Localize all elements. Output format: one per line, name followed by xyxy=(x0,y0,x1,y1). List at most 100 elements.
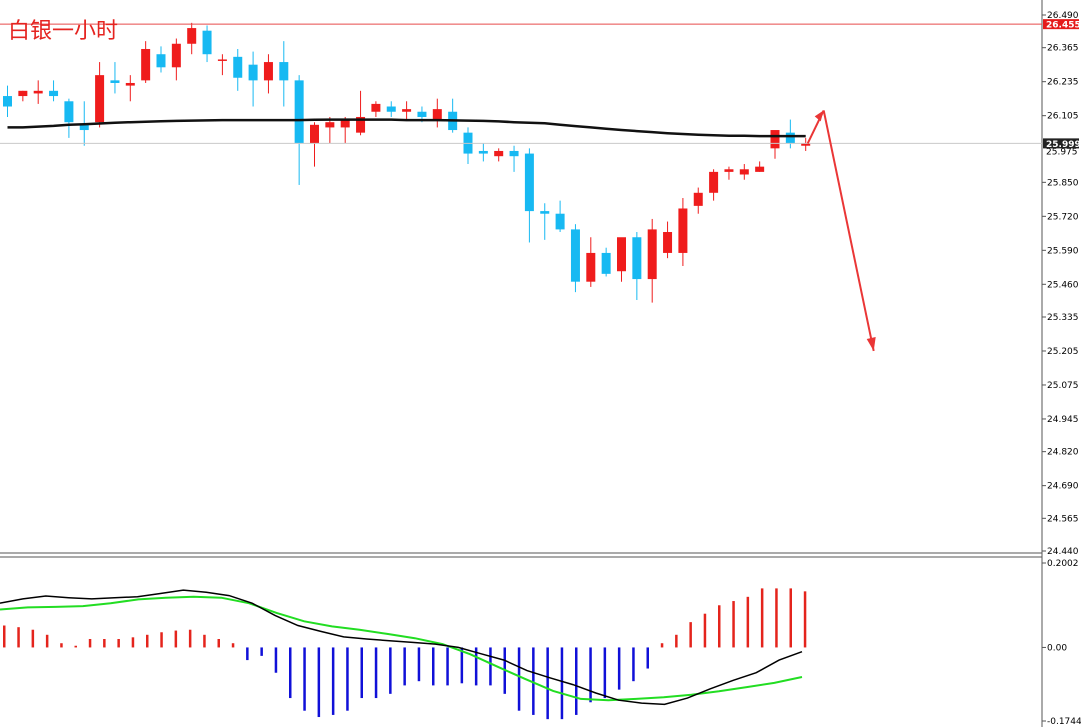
macd-histogram-bar xyxy=(60,643,63,648)
macd-histogram-bar xyxy=(718,605,721,648)
candle-body xyxy=(156,54,166,68)
candle-body xyxy=(125,82,135,86)
arrow-down-head xyxy=(866,336,876,351)
candle-body xyxy=(187,28,197,44)
macd-histogram-bar xyxy=(103,639,106,648)
macd-histogram-bar xyxy=(603,647,607,699)
moving-average-line xyxy=(7,118,806,138)
price-tick-label: 25.205 xyxy=(1047,347,1079,357)
macd-histogram-bar xyxy=(246,647,249,661)
candle-body xyxy=(785,132,795,144)
macd-histogram-bar xyxy=(360,647,363,699)
macd-histogram-bar xyxy=(546,647,549,720)
price-badges: 26.455 25.975 25.999 xyxy=(1043,19,1081,157)
macd-histogram-bar xyxy=(789,588,792,648)
macd-histogram-bar xyxy=(389,647,392,694)
moving-average-layer xyxy=(7,118,806,138)
resistance-price-label: 26.455 xyxy=(1046,21,1081,31)
macd-histogram-bar xyxy=(260,647,263,656)
candle-body xyxy=(693,192,703,206)
candle-body xyxy=(770,130,780,149)
macd-histogram xyxy=(3,588,807,720)
macd-tick-label: 0.2002 xyxy=(1047,559,1079,569)
candle-body xyxy=(95,75,105,123)
macd-signal-line xyxy=(0,595,803,702)
candlestick-series xyxy=(3,22,811,303)
price-tick-label: 25.590 xyxy=(1047,246,1079,256)
arrow-down-segment xyxy=(822,110,875,352)
macd-histogram-bar xyxy=(45,634,49,648)
macd-histogram-bar xyxy=(174,630,178,648)
candle-body xyxy=(371,103,381,112)
macd-histogram-bar xyxy=(17,627,20,648)
candle-body xyxy=(601,252,611,274)
macd-histogram-bar xyxy=(231,643,235,648)
partial-price-label: 25.975 xyxy=(1046,147,1078,157)
macd-histogram-bar xyxy=(617,647,621,690)
macd-histogram-bar xyxy=(131,637,135,648)
candle-body xyxy=(386,106,396,112)
macd-histogram-bar xyxy=(732,601,735,648)
candle-body xyxy=(617,237,626,272)
candle-body xyxy=(18,90,28,97)
candle-body xyxy=(49,90,59,97)
candle-body xyxy=(663,232,673,253)
price-tick-label: 24.440 xyxy=(1047,547,1079,557)
macd-histogram-bar xyxy=(146,634,149,648)
arrow-up-head xyxy=(814,110,824,122)
macd-histogram-bar xyxy=(532,647,535,715)
macd-main-line xyxy=(0,589,803,706)
macd-histogram-bar xyxy=(374,647,378,699)
candle-body xyxy=(801,143,811,146)
macd-histogram-bar xyxy=(432,647,435,686)
candle-body xyxy=(417,111,427,117)
candle-body xyxy=(310,124,319,144)
macd-histogram-bar xyxy=(589,647,592,703)
macd-histogram-bar xyxy=(560,647,564,720)
price-tick-label: 25.850 xyxy=(1047,178,1079,188)
candle-body xyxy=(709,171,719,193)
candle-body xyxy=(524,153,534,212)
macd-histogram-bar xyxy=(331,647,335,715)
price-tick-label: 24.945 xyxy=(1047,415,1079,425)
macd-histogram-bar xyxy=(217,639,220,648)
macd-histogram-bar xyxy=(460,647,464,684)
macd-histogram-bar xyxy=(646,647,649,669)
price-tick-label: 26.365 xyxy=(1047,44,1079,54)
macd-histogram-bar xyxy=(31,629,35,648)
candle-body xyxy=(647,229,657,280)
macd-histogram-bar xyxy=(188,629,192,648)
candle-body xyxy=(294,80,304,144)
macd-histogram-bar xyxy=(74,645,77,648)
macd-axis: 0.2002 0.00 -0.1744 xyxy=(1042,559,1081,727)
macd-histogram-bar xyxy=(632,647,635,682)
price-axis: 26.490 26.365 26.235 26.105 25.850 25.720 25.5… xyxy=(1042,11,1079,557)
macd-panel[interactable] xyxy=(0,557,1043,727)
macd-histogram-bar xyxy=(346,647,349,711)
candle-body xyxy=(432,109,442,120)
price-panel[interactable]: 白银一小时 xyxy=(0,0,1043,558)
macd-tick-label: 0.00 xyxy=(1047,643,1067,653)
macd-histogram-bar xyxy=(317,647,321,718)
candle-body xyxy=(325,122,335,128)
macd-histogram-bar xyxy=(117,639,120,648)
resistance-price-badge xyxy=(1043,19,1079,30)
macd-histogram-bar xyxy=(88,639,92,648)
price-tick-label: 26.490 xyxy=(1047,11,1079,21)
macd-histogram-bar xyxy=(203,634,206,648)
candle-body xyxy=(724,169,734,172)
macd-tick-label: -0.1744 xyxy=(1047,717,1081,727)
candle-body xyxy=(202,30,212,55)
candle-body xyxy=(248,64,258,81)
macd-histogram-bar xyxy=(660,643,664,648)
candle-body xyxy=(64,101,74,123)
macd-histogram-bar xyxy=(675,634,678,648)
candle-body xyxy=(540,211,550,214)
macd-histogram-bar xyxy=(703,613,707,648)
macd-histogram-bar xyxy=(3,625,6,648)
candle-body xyxy=(340,119,350,128)
macd-histogram-bar xyxy=(575,647,578,715)
chart-title: 白银一小时 xyxy=(8,19,118,44)
candle-body xyxy=(33,90,43,94)
